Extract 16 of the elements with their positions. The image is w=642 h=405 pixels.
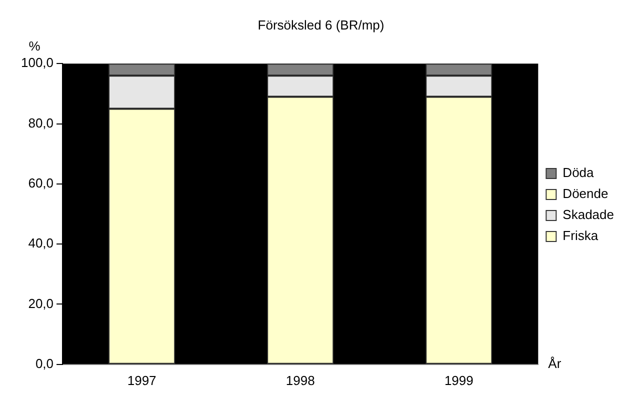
- y-tick-label: 100,0: [20, 55, 54, 70]
- y-tick-label: 0,0: [35, 356, 54, 371]
- chart-title: Försöksled 6 (BR/mp): [258, 17, 384, 32]
- y-axis-title: %: [28, 38, 41, 54]
- legend-label: Döda: [562, 165, 595, 180]
- x-tick-label: 1998: [286, 372, 315, 388]
- legend-label: Skadade: [562, 207, 614, 222]
- y-tick-label: 60,0: [28, 176, 54, 190]
- y-tick-label: 40,0: [28, 236, 54, 251]
- x-axis-title: År: [548, 356, 562, 371]
- x-tick-label: 1999: [444, 372, 474, 388]
- y-tick-label: 20,0: [28, 296, 54, 311]
- x-tick-label: 1997: [127, 372, 156, 388]
- legend-label: Friska: [562, 228, 599, 244]
- y-tick-label: 80,0: [28, 115, 54, 130]
- legend-label: Döende: [562, 186, 608, 202]
